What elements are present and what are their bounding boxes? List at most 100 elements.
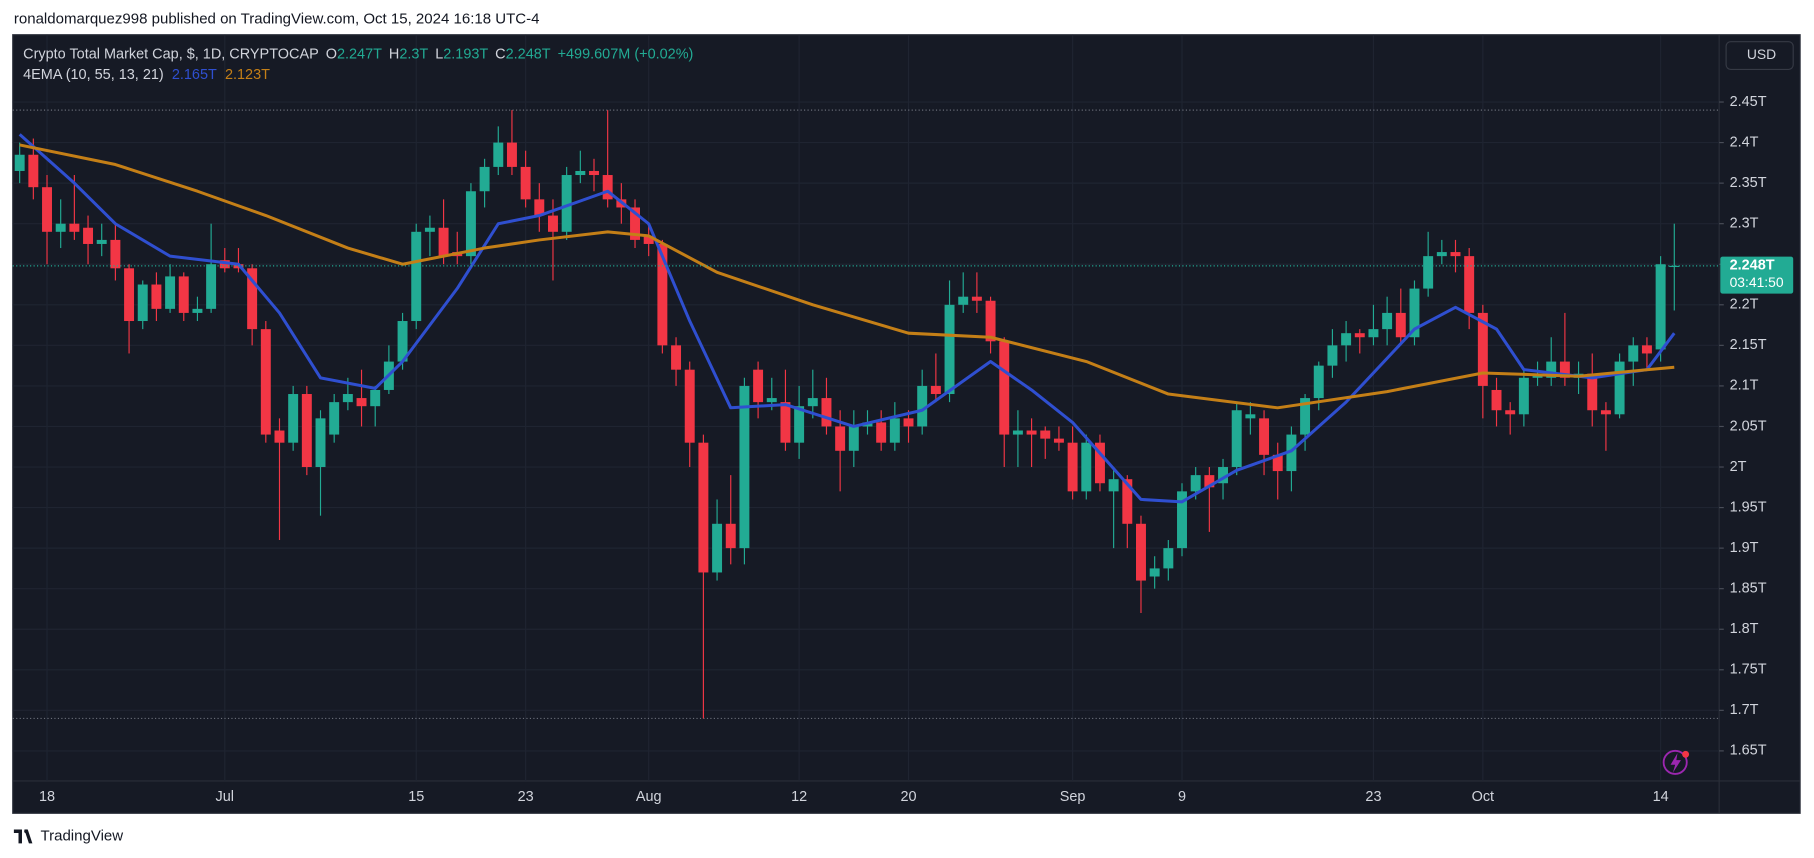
plot-area bbox=[12, 109, 1720, 720]
symbol-legend: Crypto Total Market Cap, $, 1D, CRYPTOCA… bbox=[23, 46, 693, 62]
publish-header: ronaldomarquez998 published on TradingVi… bbox=[14, 11, 540, 28]
candle-body bbox=[342, 394, 353, 403]
candle-body bbox=[1053, 438, 1064, 443]
x-tick-label: Aug bbox=[636, 789, 662, 805]
indicator-legend: 4EMA (10, 55, 13, 21) 2.165T 2.123T bbox=[23, 67, 270, 83]
candle-body bbox=[274, 430, 285, 443]
candle-body bbox=[479, 166, 490, 192]
candle-body bbox=[137, 284, 148, 322]
y-tick-label: 2.15T bbox=[1730, 337, 1767, 353]
y-tick-label: 2.1T bbox=[1730, 378, 1759, 394]
candle-body bbox=[1026, 430, 1037, 435]
x-tick-label: 23 bbox=[1365, 789, 1381, 805]
candle-body bbox=[1040, 430, 1051, 439]
candle-body bbox=[1669, 265, 1680, 268]
candle-body bbox=[1108, 479, 1119, 492]
candle-body bbox=[1409, 288, 1420, 338]
candle-body bbox=[315, 418, 326, 468]
candle-body bbox=[1245, 414, 1256, 419]
candle-body bbox=[465, 191, 476, 257]
candle-body bbox=[1354, 333, 1365, 338]
candle-body bbox=[739, 385, 750, 549]
y-tick-label: 1.75T bbox=[1730, 662, 1767, 678]
candle-body bbox=[1122, 479, 1133, 524]
brand-logo bbox=[13, 829, 33, 844]
ohlc-value: 2.247T bbox=[337, 46, 382, 62]
candle-body bbox=[903, 418, 914, 427]
candle-body bbox=[1559, 361, 1570, 378]
candle-body bbox=[821, 398, 832, 427]
y-tick-label: 2.3T bbox=[1730, 216, 1759, 232]
candle-body bbox=[206, 264, 217, 309]
y-tick-label: 1.95T bbox=[1730, 499, 1767, 515]
currency-button[interactable] bbox=[1725, 41, 1794, 70]
candle-body bbox=[1628, 345, 1639, 362]
x-tick-label: Oct bbox=[1472, 789, 1494, 805]
candle-body bbox=[124, 268, 135, 322]
candle-body bbox=[506, 142, 517, 167]
candle-body bbox=[1382, 312, 1393, 330]
change-value: +499.607M (+0.02%) bbox=[558, 46, 694, 62]
candle-body bbox=[83, 227, 94, 244]
candle-body bbox=[1491, 389, 1502, 411]
candle-body bbox=[1149, 568, 1160, 577]
candle-body bbox=[1600, 410, 1611, 415]
candle-body bbox=[110, 239, 121, 269]
candle-body bbox=[766, 398, 777, 403]
x-tick-label: 14 bbox=[1653, 789, 1669, 805]
candle-body bbox=[876, 422, 887, 443]
candle-body bbox=[917, 385, 928, 427]
candle-body bbox=[712, 523, 723, 573]
ema-line bbox=[19, 143, 1675, 410]
candle-body bbox=[1204, 475, 1215, 488]
y-tick-label: 2T bbox=[1730, 459, 1747, 475]
ohlc-key: H bbox=[389, 46, 399, 62]
candle-body bbox=[1272, 454, 1283, 472]
alert-icon[interactable] bbox=[1662, 749, 1690, 775]
ohlc-value: 2.3T bbox=[399, 46, 428, 62]
candle-body bbox=[288, 394, 299, 443]
candle-body bbox=[807, 398, 818, 407]
candle-body bbox=[1067, 442, 1078, 492]
candle-body bbox=[1505, 410, 1516, 415]
price-badge bbox=[1720, 256, 1794, 294]
candle-body bbox=[260, 329, 271, 435]
candle-body bbox=[14, 154, 25, 171]
candle-body bbox=[1341, 333, 1352, 346]
candle-body bbox=[698, 442, 709, 573]
candle-body bbox=[1300, 398, 1311, 435]
indicator-value: 2.123T bbox=[225, 67, 270, 83]
candle-body bbox=[1587, 373, 1598, 411]
x-tick-label: 23 bbox=[518, 789, 534, 805]
candle-body bbox=[602, 175, 613, 200]
candle-body bbox=[1231, 410, 1242, 468]
candle-body bbox=[1286, 434, 1297, 472]
x-tick-label: 20 bbox=[900, 789, 916, 805]
candle-body bbox=[1313, 365, 1324, 399]
candle-body bbox=[930, 385, 941, 395]
candle-body bbox=[438, 227, 449, 257]
candle-body bbox=[684, 369, 695, 443]
candle-body bbox=[55, 223, 66, 232]
candle-body bbox=[1395, 312, 1406, 338]
indicator-name: 4EMA (10, 55, 13, 21) bbox=[23, 67, 164, 83]
candle-body bbox=[1518, 377, 1529, 415]
candle-body bbox=[971, 296, 982, 301]
y-tick-label: 2.45T bbox=[1730, 94, 1767, 110]
candle-body bbox=[1190, 475, 1201, 492]
candle-body bbox=[1081, 442, 1092, 492]
ohlc-value: 2.248T bbox=[506, 46, 551, 62]
candle-body bbox=[165, 276, 176, 309]
candle-body bbox=[1177, 491, 1187, 549]
candle-body bbox=[151, 284, 162, 309]
candle-body bbox=[958, 296, 969, 305]
ohlc-key: C bbox=[495, 46, 505, 62]
y-tick-label: 2.2T bbox=[1730, 297, 1759, 313]
candle-body bbox=[944, 304, 955, 395]
ohlc-key: L bbox=[435, 46, 443, 62]
ema-line bbox=[18, 133, 1676, 504]
candle-body bbox=[534, 199, 545, 216]
candle-body bbox=[424, 227, 435, 232]
candle-body bbox=[794, 406, 805, 443]
